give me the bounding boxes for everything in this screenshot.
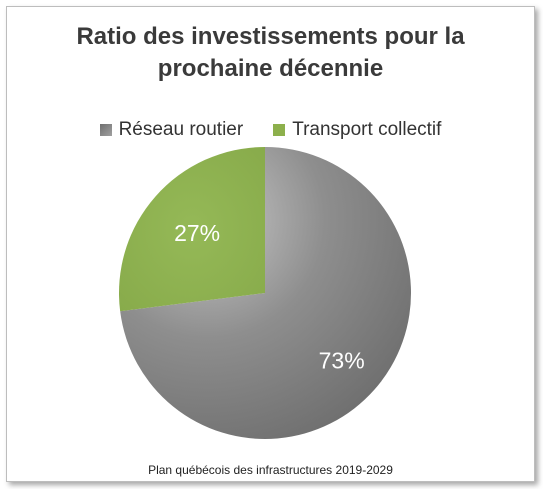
pie-labels: 73% 27%	[174, 220, 365, 373]
legend-item-transport-collectif: Transport collectif	[273, 119, 441, 141]
pie-slice-transport-collectif	[118, 147, 265, 312]
chart-legend: Réseau routier Transport collectif	[7, 119, 534, 141]
pie-slices	[118, 147, 412, 439]
chart-frame: Ratio des investissements pour la procha…	[6, 6, 535, 482]
chart-source: Plan québécois des infrastructures 2019-…	[148, 463, 393, 477]
data-label-transport-collectif: 27%	[174, 220, 220, 246]
legend-swatch-reseau-routier	[99, 124, 112, 136]
legend-item-reseau-routier: Réseau routier	[99, 119, 244, 141]
chart-title: Ratio des investissements pour la procha…	[7, 21, 534, 85]
data-label-reseau-routier: 73%	[319, 348, 365, 374]
legend-swatch-transport-collectif	[273, 124, 286, 136]
chart-title-line-2: prochaine décennie	[157, 55, 384, 82]
pie-chart: 73% 27%	[118, 147, 412, 439]
legend-label-reseau-routier: Réseau routier	[118, 119, 244, 140]
legend-label-transport-collectif: Transport collectif	[292, 119, 442, 140]
pie-slice-reseau-routier	[120, 147, 412, 439]
chart-title-line-1: Ratio des investissements pour la	[76, 23, 465, 50]
